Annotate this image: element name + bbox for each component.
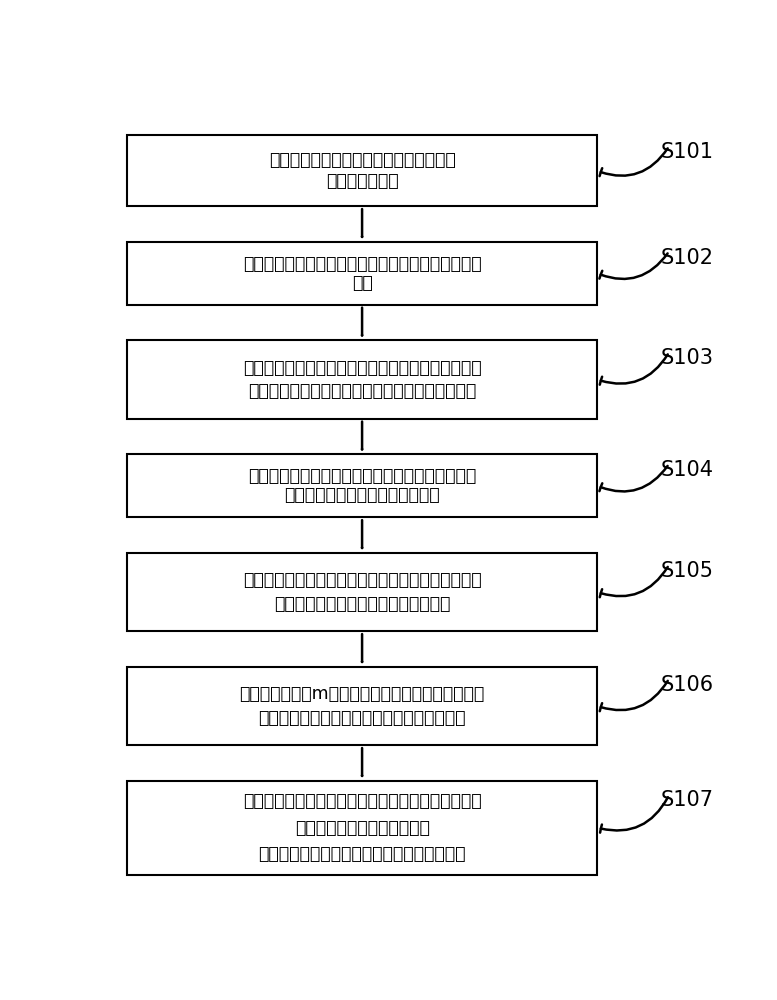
Text: 为目标亚细胞结构的轨迹点，: 为目标亚细胞结构的轨迹点，	[294, 819, 430, 837]
Bar	[127, 781, 597, 875]
Text: 根据亚细胞结构的运动速度、运动方向、运动趋势: 根据亚细胞结构的运动速度、运动方向、运动趋势	[248, 467, 476, 485]
Text: S103: S103	[660, 348, 713, 368]
Text: 根据设计的扇形滤波器和图像中检测的亚细胞结构质: 根据设计的扇形滤波器和图像中检测的亚细胞结构质	[242, 571, 482, 589]
Text: 以及相机成像速率设计扇形滤波器: 以及相机成像速率设计扇形滤波器	[284, 486, 440, 504]
Text: 根据当前帧后的m帧图像中候选点的匹配概率，计算: 根据当前帧后的m帧图像中候选点的匹配概率，计算	[239, 685, 485, 703]
Text: S102: S102	[660, 248, 713, 268]
Text: 心，计算亚细胞结构候选点的匹配概率: 心，计算亚细胞结构候选点的匹配概率	[274, 595, 450, 613]
Text: 图像: 图像	[352, 274, 372, 292]
Bar	[127, 553, 597, 631]
Text: 的时间序列图像: 的时间序列图像	[326, 172, 399, 190]
Text: 当前帧图像中每个候选点的全局平均匹配概率: 当前帧图像中每个候选点的全局平均匹配概率	[258, 709, 466, 727]
Text: S107: S107	[660, 790, 713, 810]
Text: 采用局部最大值算法检测去噪后图像中的亚细胞结构: 采用局部最大值算法检测去噪后图像中的亚细胞结构	[242, 359, 482, 377]
Bar	[127, 242, 597, 305]
Text: S104: S104	[660, 460, 713, 480]
Text: S101: S101	[660, 142, 713, 162]
Text: 将此轨迹点连接到目标亚细胞结构的运动轨迹: 将此轨迹点连接到目标亚细胞结构的运动轨迹	[258, 845, 466, 863]
Bar	[127, 135, 597, 206]
Bar	[127, 454, 597, 517]
Text: S105: S105	[660, 561, 713, 581]
Text: ，以确定每个亚细胞结构质心在所有图像中的位置: ，以确定每个亚细胞结构质心在所有图像中的位置	[248, 382, 476, 400]
Text: 采用超高分辨光学显微镜获取亚细胞结构: 采用超高分辨光学显微镜获取亚细胞结构	[269, 151, 455, 169]
Text: 选取当前帧图像中全局平均匹配概率最大的候选点作: 选取当前帧图像中全局平均匹配概率最大的候选点作	[242, 792, 482, 810]
Bar	[127, 667, 597, 745]
Text: 对获取的时间序列图像进行高斯滤波，获得去噪后的: 对获取的时间序列图像进行高斯滤波，获得去噪后的	[242, 255, 482, 273]
Bar	[127, 340, 597, 419]
Text: S106: S106	[660, 675, 713, 695]
